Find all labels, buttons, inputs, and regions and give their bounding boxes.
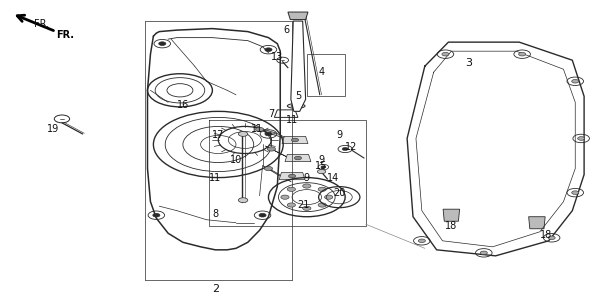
Circle shape (572, 79, 579, 83)
Polygon shape (443, 209, 460, 221)
Text: 20: 20 (333, 188, 345, 198)
Circle shape (264, 166, 273, 171)
Circle shape (159, 42, 166, 45)
Circle shape (303, 206, 311, 210)
Text: 11: 11 (286, 115, 298, 126)
Text: 9: 9 (336, 130, 342, 141)
Circle shape (303, 184, 311, 188)
Text: 15: 15 (316, 160, 327, 171)
Text: 7: 7 (268, 109, 274, 119)
Circle shape (265, 132, 272, 136)
Circle shape (572, 191, 579, 194)
Circle shape (324, 195, 333, 199)
Text: 17: 17 (212, 130, 224, 141)
Text: 8: 8 (212, 209, 218, 219)
Circle shape (317, 169, 326, 174)
Text: 2: 2 (212, 284, 219, 294)
Circle shape (318, 187, 326, 191)
Text: 18: 18 (445, 221, 457, 231)
Polygon shape (266, 146, 296, 162)
Circle shape (287, 203, 296, 207)
Circle shape (294, 156, 301, 160)
Polygon shape (291, 21, 306, 111)
Text: 12: 12 (345, 142, 357, 153)
Circle shape (238, 132, 248, 136)
Ellipse shape (287, 104, 305, 108)
Circle shape (519, 52, 526, 56)
Text: FR.: FR. (34, 19, 49, 29)
Polygon shape (288, 12, 308, 20)
Circle shape (480, 251, 487, 255)
Text: FR.: FR. (56, 30, 74, 40)
Text: 21: 21 (298, 200, 310, 210)
Text: 19: 19 (47, 124, 59, 135)
Circle shape (281, 195, 289, 199)
Text: 5: 5 (295, 91, 301, 101)
Circle shape (255, 127, 264, 132)
Text: 3: 3 (466, 58, 473, 68)
Circle shape (238, 198, 248, 203)
Circle shape (548, 236, 555, 240)
Circle shape (265, 48, 272, 51)
Polygon shape (254, 126, 289, 139)
Circle shape (578, 137, 585, 140)
Circle shape (287, 187, 296, 191)
Text: 9: 9 (319, 154, 324, 165)
Text: 9: 9 (304, 172, 310, 183)
Text: 18: 18 (540, 230, 552, 240)
Polygon shape (263, 166, 291, 182)
Bar (307, 54, 345, 96)
Text: 14: 14 (327, 172, 339, 183)
Circle shape (418, 239, 425, 243)
Circle shape (153, 213, 160, 217)
Text: 10: 10 (230, 154, 242, 165)
Text: 11: 11 (209, 172, 221, 183)
Circle shape (267, 147, 276, 151)
Text: 13: 13 (271, 52, 283, 62)
Polygon shape (285, 154, 311, 162)
Polygon shape (282, 136, 308, 144)
Circle shape (54, 115, 70, 123)
Circle shape (291, 138, 299, 142)
Circle shape (289, 174, 296, 178)
Text: 4: 4 (319, 67, 324, 77)
Circle shape (259, 213, 266, 217)
Text: 11: 11 (251, 124, 263, 135)
Circle shape (321, 166, 326, 168)
Polygon shape (274, 110, 298, 117)
Text: 6: 6 (283, 25, 289, 35)
Text: 16: 16 (177, 100, 189, 110)
Circle shape (342, 147, 348, 150)
Circle shape (318, 203, 326, 207)
Polygon shape (529, 217, 545, 229)
Polygon shape (279, 172, 305, 180)
Circle shape (442, 52, 449, 56)
